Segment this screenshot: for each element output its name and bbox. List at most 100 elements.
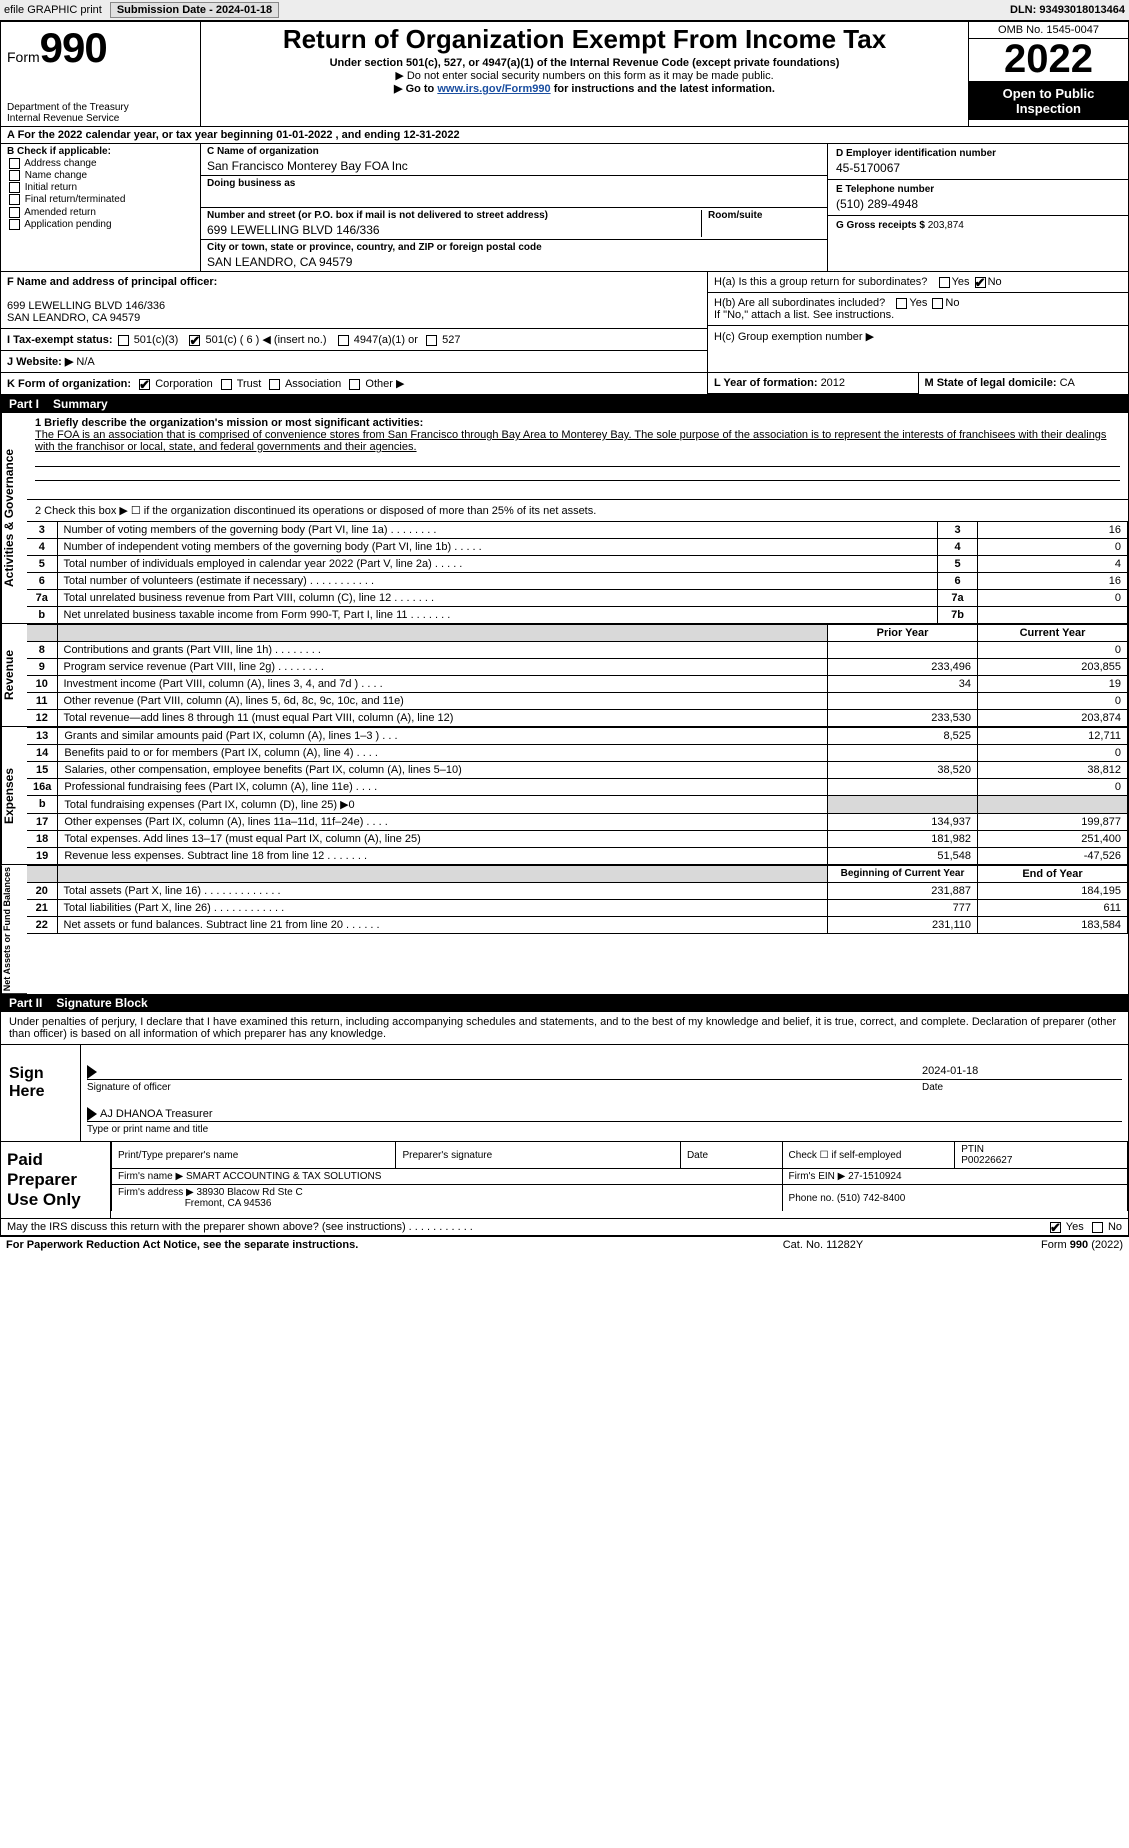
prep-h3: Date [680,1142,782,1169]
m-label: M State of legal domicile: [925,377,1060,389]
chk-trust[interactable] [221,379,232,390]
street-value: 699 LEWELLING BLVD 146/336 [207,223,695,237]
hb-no[interactable] [932,298,943,309]
part1-num: Part I [9,397,39,411]
sig-date-value: 2024-01-18 [922,1065,1122,1079]
table-row: 12Total revenue—add lines 8 through 11 (… [27,710,1128,727]
b-header: B Check if applicable: [7,146,194,157]
ha-no[interactable] [975,277,986,288]
irs-link[interactable]: www.irs.gov/Form990 [437,83,550,95]
hc-label: H(c) Group exemption number ▶ [714,331,874,343]
chk-amended[interactable]: Amended return [7,207,194,218]
header-left: Form990 Department of the Treasury Inter… [1,22,201,126]
dba-value [207,191,821,205]
table-row: bTotal fundraising expenses (Part IX, co… [27,796,1128,814]
table-row: 8Contributions and grants (Part VIII, li… [27,642,1128,659]
prep-phone-value: (510) 742-8400 [837,1193,905,1204]
firm-addr-label: Firm's address ▶ [118,1187,194,1198]
subtitle-3: ▶ Go to www.irs.gov/Form990 for instruct… [209,82,960,95]
table-row: 20Total assets (Part X, line 16) . . . .… [27,883,1128,900]
open-to-public: Open to Public Inspection [969,82,1128,120]
header-mid: Return of Organization Exempt From Incom… [201,22,968,126]
prep-h4a: Check ☐ if self-employed [782,1142,955,1169]
summary-exp: Expenses 13Grants and similar amounts pa… [1,727,1128,865]
hb-note: If "No," attach a list. See instructions… [714,309,894,321]
c-name-label: C Name of organization [207,146,821,157]
submission-date-button[interactable]: Submission Date - 2024-01-18 [110,2,279,18]
chk-final-return[interactable]: Final return/terminated [7,194,194,205]
section-b: B Check if applicable: Address change Na… [1,144,201,271]
website-value: N/A [76,356,94,368]
chk-4947[interactable] [338,335,349,346]
dept-treasury: Department of the Treasury [7,102,194,113]
firm-addr1: 38930 Blacow Rd Ste C [197,1187,303,1198]
cat-number: Cat. No. 11282Y [723,1239,923,1251]
officer-addr2: SAN LEANDRO, CA 94579 [7,312,140,324]
hb-yes[interactable] [896,298,907,309]
chk-name-change[interactable]: Name change [7,170,194,181]
chk-501c[interactable] [189,335,200,346]
discuss-no[interactable] [1092,1222,1103,1233]
dln-label: DLN: 93493018013464 [1010,4,1125,16]
irs-label: Internal Revenue Service [7,113,194,124]
chk-application-pending[interactable]: Application pending [7,219,194,230]
arrow-icon [87,1065,97,1079]
side-ag: Activities & Governance [1,413,27,624]
block-fghijk: F Name and address of principal officer:… [1,272,1128,373]
prep-h1: Print/Type preparer's name [112,1142,396,1169]
table-row: 19Revenue less expenses. Subtract line 1… [27,848,1128,865]
sign-here-label: Sign Here [1,1045,81,1141]
chk-501c3[interactable] [118,335,129,346]
dba-label: Doing business as [207,178,821,189]
firm-addr2: Fremont, CA 94536 [185,1198,272,1209]
side-rev: Revenue [1,624,27,727]
table-row: 10Investment income (Part VIII, column (… [27,676,1128,693]
table-row: 22Net assets or fund balances. Subtract … [27,917,1128,934]
table-row: 6Total number of volunteers (estimate if… [27,573,1128,590]
state-domicile: CA [1060,377,1075,389]
discuss-yes[interactable] [1050,1222,1061,1233]
pra-notice: For Paperwork Reduction Act Notice, see … [6,1239,723,1251]
table-row: 11Other revenue (Part VIII, column (A), … [27,693,1128,710]
paid-preparer-label: Paid Preparer Use Only [1,1142,111,1218]
table-row: 3Number of voting members of the governi… [27,522,1128,539]
table-revenue: Prior YearCurrent Year8Contributions and… [27,624,1128,727]
d-label: D Employer identification number [836,148,996,159]
form-title: Return of Organization Exempt From Incom… [209,24,960,55]
summary-rev: Revenue Prior YearCurrent Year8Contribut… [1,624,1128,727]
line2-text: 2 Check this box ▶ ☐ if the organization… [35,505,596,517]
gross-receipts-value: 203,874 [928,220,964,231]
sub3-pre: ▶ Go to [394,83,437,95]
chk-initial-return[interactable]: Initial return [7,182,194,193]
chk-corp[interactable] [139,379,150,390]
street-label: Number and street (or P.O. box if mail i… [207,210,695,221]
fgh-right: H(a) Is this a group return for subordin… [708,272,1128,372]
table-row: 17Other expenses (Part IX, column (A), l… [27,814,1128,831]
mission-text: The FOA is an association that is compri… [35,429,1120,453]
fgh-left: F Name and address of principal officer:… [1,272,708,372]
chk-address-change[interactable]: Address change [7,158,194,169]
part2-num: Part II [9,996,42,1010]
signature-block: Under penalties of perjury, I declare th… [1,1012,1128,1142]
sub3-post: for instructions and the latest informat… [551,83,775,95]
line1-label: 1 Briefly describe the organization's mi… [35,417,1120,429]
officer-addr1: 699 LEWELLING BLVD 146/336 [7,300,165,312]
l-label: L Year of formation: [714,377,821,389]
side-na: Net Assets or Fund Balances [1,865,27,994]
form-number: 990 [40,24,107,71]
chk-assoc[interactable] [269,379,280,390]
ha-yes[interactable] [939,277,950,288]
officer-name: AJ DHANOA Treasurer [100,1108,212,1120]
city-label: City or town, state or province, country… [207,242,821,253]
side-exp: Expenses [1,727,27,865]
table-row: 16aProfessional fundraising fees (Part I… [27,779,1128,796]
chk-other[interactable] [349,379,360,390]
tax-year-range: A For the 2022 calendar year, or tax yea… [1,127,1128,144]
part1-header: Part I Summary [1,395,1128,413]
paid-preparer-block: Paid Preparer Use Only Print/Type prepar… [1,1142,1128,1219]
chk-527[interactable] [426,335,437,346]
firm-ein-label: Firm's EIN ▶ [789,1171,846,1182]
prep-h2: Preparer's signature [396,1142,680,1169]
form-header: Form990 Department of the Treasury Inter… [1,22,1128,127]
table-row: 14Benefits paid to or for members (Part … [27,745,1128,762]
